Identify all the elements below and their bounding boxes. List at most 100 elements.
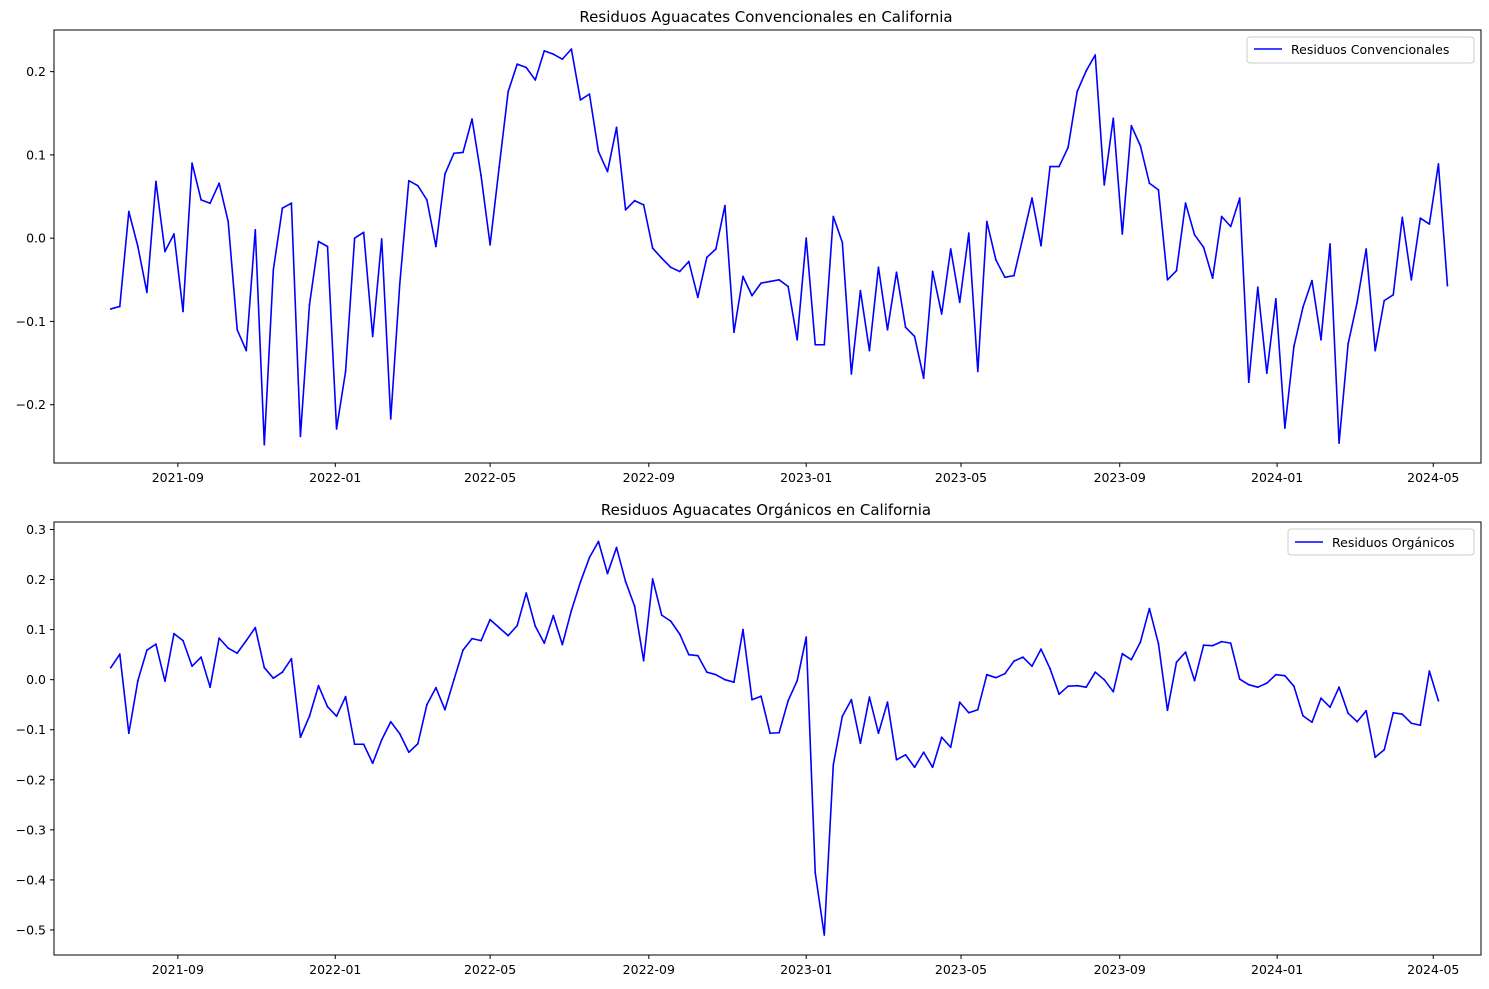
data-point: [1202, 246, 1205, 249]
data-point: [398, 283, 401, 285]
data-point: [1112, 117, 1115, 120]
data-point: [407, 179, 410, 182]
data-point: [272, 677, 275, 680]
legend-label: Residuos Convencionales: [1291, 42, 1449, 57]
data-point: [1067, 685, 1070, 688]
data-point: [949, 248, 952, 250]
data-point: [714, 248, 717, 250]
x-axis: 2021-09 2022-01 2022-05 2022-09 2023-01 2023-…: [152, 463, 1459, 485]
data-point: [733, 681, 735, 684]
data-point: [832, 215, 835, 218]
data-point: [624, 208, 627, 211]
data-point: [1329, 706, 1331, 709]
data-point: [1139, 144, 1142, 147]
data-point: [507, 634, 510, 637]
x-tick-label: 2022-09: [623, 962, 675, 977]
data-point: [669, 620, 672, 623]
data-point: [859, 289, 862, 292]
data-point: [1302, 306, 1304, 309]
data-point: [371, 762, 374, 765]
data-point: [136, 679, 139, 682]
data-point: [353, 743, 356, 746]
data-point: [660, 614, 663, 617]
data-point: [967, 711, 970, 714]
data-point: [1410, 278, 1413, 281]
data-point: [922, 751, 925, 754]
data-point: [1193, 679, 1196, 682]
data-point: [326, 245, 329, 248]
data-point: [1392, 711, 1395, 714]
data-point: [1401, 216, 1404, 219]
data-point: [751, 698, 753, 701]
data-point: [407, 751, 410, 754]
data-point: [841, 241, 844, 244]
data-point: [958, 301, 961, 304]
x-tick-label: 2022-05: [464, 470, 516, 485]
legend-box: [1246, 36, 1475, 64]
data-point: [263, 666, 266, 669]
data-point: [1184, 651, 1187, 654]
data-point: [480, 639, 482, 642]
data-point: [489, 243, 491, 246]
data-point: [155, 643, 157, 646]
data-point: [1311, 279, 1313, 282]
data-point: [669, 266, 672, 269]
data-point: [1022, 656, 1024, 659]
data-point: [1392, 293, 1395, 296]
data-point: [561, 643, 564, 646]
data-point: [326, 705, 329, 708]
data-point: [489, 618, 491, 621]
data-point: [1031, 197, 1033, 200]
data-point: [760, 282, 762, 285]
data-point: [353, 237, 356, 240]
data-point: [1302, 714, 1304, 717]
x-tick-label: 2024-01: [1251, 962, 1303, 977]
data-point: [380, 238, 383, 240]
data-point: [687, 653, 690, 656]
data-point: [1148, 607, 1151, 610]
data-point: [796, 338, 799, 341]
data-point: [127, 210, 130, 213]
data-point: [868, 696, 871, 699]
data-point: [678, 633, 681, 636]
data-point: [1347, 712, 1350, 715]
data-point: [886, 701, 889, 704]
data-point: [1211, 277, 1214, 280]
data-point: [109, 666, 112, 669]
data-point: [895, 271, 898, 274]
data-point: [362, 231, 365, 234]
data-point: [1446, 284, 1449, 287]
x-tick-label: 2023-05: [935, 470, 987, 485]
data-point: [263, 443, 266, 446]
legend-box: [1287, 528, 1475, 556]
data-point: [1274, 673, 1277, 676]
x-tick-label: 2023-09: [1094, 962, 1146, 977]
data-point: [1130, 658, 1133, 661]
data-point: [588, 93, 591, 96]
data-point: [931, 766, 934, 769]
data-point: [462, 151, 464, 154]
data-point: [290, 202, 293, 205]
data-point: [308, 303, 311, 306]
data-point: [642, 203, 645, 206]
data-point: [769, 732, 771, 735]
data-point: [651, 247, 654, 250]
data-point: [561, 58, 564, 61]
data-point: [1338, 442, 1340, 444]
y-tick-label: −0.4: [16, 872, 46, 887]
data-point: [425, 703, 428, 706]
data-point: [705, 671, 708, 674]
x-tick-label: 2024-01: [1251, 470, 1303, 485]
data-point: [633, 605, 636, 607]
data-point: [796, 679, 799, 682]
data-point: [1049, 667, 1051, 670]
data-point: [751, 294, 753, 297]
y-tick-label: −0.2: [16, 397, 46, 412]
data-point: [805, 237, 808, 240]
data-point: [1311, 721, 1313, 724]
data-point: [1094, 54, 1097, 56]
data-point: [1220, 640, 1223, 643]
data-point: [814, 343, 817, 346]
data-point: [1410, 722, 1413, 725]
data-point: [1148, 182, 1151, 185]
